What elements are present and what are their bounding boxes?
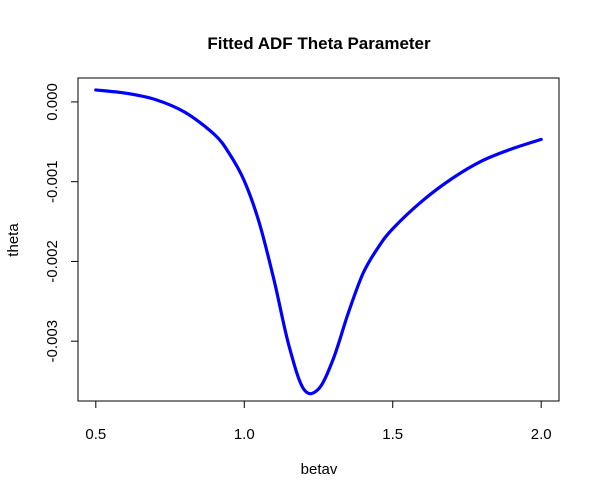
x-tick-label: 1.5 (382, 426, 403, 443)
data-series (94, 88, 543, 396)
x-axis: 0.5 1.0 1.5 2.0 (85, 400, 552, 443)
y-axis-label: theta (5, 223, 22, 257)
y-axis: 0.000 -0.001 -0.002 -0.003 (44, 83, 79, 363)
x-tick-label: 2.0 (531, 426, 552, 443)
x-tick-label: 1.0 (234, 426, 255, 443)
series-line (94, 88, 543, 396)
x-tick-label: 0.5 (85, 426, 106, 443)
x-axis-label: betav (301, 461, 338, 478)
y-tick-label: -0.003 (44, 320, 61, 363)
plot-area-frame (77, 77, 560, 402)
y-tick-label: -0.001 (44, 160, 61, 203)
chart-title: Fitted ADF Theta Parameter (207, 34, 431, 53)
y-tick-label: -0.002 (44, 240, 61, 283)
y-tick-label: 0.000 (44, 83, 61, 121)
